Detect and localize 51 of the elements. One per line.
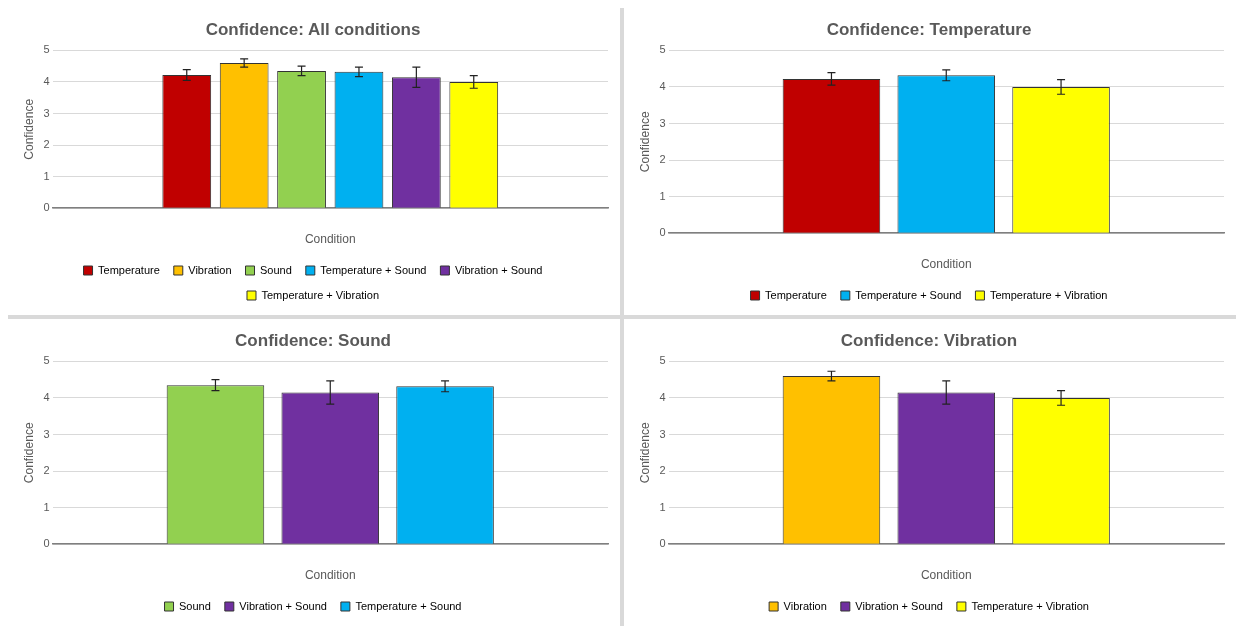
y-tick-label: 3 <box>659 427 666 440</box>
x-axis-title: Condition <box>920 257 972 272</box>
chart-title: Confidence: Sound <box>235 330 391 350</box>
x-axis-title: Condition <box>920 568 972 583</box>
legend-label: Temperature + Vibration <box>261 288 380 301</box>
y-tick-label: 2 <box>659 153 666 166</box>
y-tick-label: 0 <box>659 537 666 550</box>
y-axis-title: Confidence <box>637 111 652 173</box>
y-tick-label: 1 <box>659 500 666 513</box>
legend-label: Vibration + Sound <box>855 599 943 612</box>
legend-label: Vibration <box>783 599 827 612</box>
y-axis-title: Confidence <box>21 98 36 160</box>
y-tick-label: 1 <box>43 500 50 513</box>
legend-label: Temperature + Sound <box>355 599 462 612</box>
chart-title: Confidence: Vibration <box>840 330 1018 350</box>
legend-label: Temperature + Vibration <box>971 599 1089 612</box>
y-tick-label: 0 <box>659 226 666 239</box>
legend-label: Vibration + Sound <box>239 599 327 612</box>
y-tick-label: 2 <box>659 464 666 477</box>
x-axis-title: Condition <box>304 568 356 583</box>
y-tick-label: 5 <box>43 354 50 367</box>
y-tick-label: 4 <box>659 390 666 403</box>
y-tick-label: 5 <box>43 43 50 56</box>
y-tick-label: 4 <box>43 390 50 403</box>
y-tick-label: 3 <box>43 106 50 119</box>
legend-label: Sound <box>260 263 292 276</box>
legend-label: Vibration + Sound <box>454 263 543 276</box>
y-tick-label: 2 <box>43 138 50 151</box>
legend-label: Temperature <box>765 288 827 301</box>
y-tick-label: 5 <box>659 354 666 367</box>
y-tick-label: 4 <box>659 79 666 92</box>
y-tick-label: 1 <box>43 169 50 182</box>
y-tick-label: 3 <box>659 116 666 129</box>
y-tick-label: 5 <box>659 43 666 56</box>
y-tick-label: 1 <box>659 189 666 202</box>
legend-label: Temperature + Sound <box>855 288 962 301</box>
chart-title: Confidence: Temperature <box>826 19 1032 39</box>
legend-label: Temperature + Vibration <box>989 288 1108 301</box>
y-axis-title: Confidence <box>637 422 652 484</box>
y-tick-label: 2 <box>43 464 50 477</box>
legend-label: Sound <box>179 599 211 612</box>
y-tick-label: 0 <box>43 201 50 214</box>
x-axis-title: Condition <box>304 232 356 247</box>
y-tick-label: 0 <box>43 537 50 550</box>
chart-title: Confidence: All conditions <box>205 19 421 39</box>
y-axis-title: Confidence <box>21 422 36 484</box>
legend-label: Temperature <box>98 263 160 276</box>
y-tick-label: 4 <box>43 74 50 87</box>
legend-label: Temperature + Sound <box>320 263 427 276</box>
legend-label: Vibration <box>188 263 232 276</box>
y-tick-label: 3 <box>43 427 50 440</box>
